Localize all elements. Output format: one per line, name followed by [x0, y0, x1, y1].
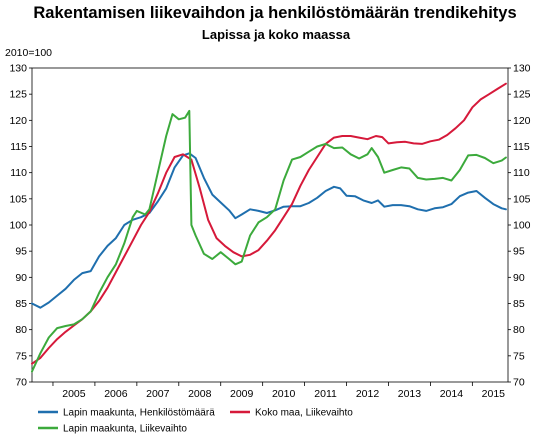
x-tick-label: 2009: [230, 388, 254, 400]
y-tick-label-left: 90: [15, 272, 27, 284]
plot-frame: [31, 67, 509, 383]
y-tick-label-left: 105: [9, 193, 27, 205]
y-tick-label-left: 125: [9, 89, 27, 101]
legend-label-1: Lapin maakunta, Henkilöstömäärä: [63, 408, 215, 419]
x-tick-label: 2014: [440, 388, 464, 400]
y-tick-label-right: 110: [513, 167, 530, 179]
chart-subtitle: Lapissa ja koko maassa: [202, 27, 351, 42]
series-lines: [31, 82, 507, 373]
series-line-2: [31, 82, 507, 365]
x-tick-label: 2007: [146, 388, 170, 400]
y-tick-label-right: 100: [513, 220, 531, 232]
y-tick-label-left: 85: [15, 298, 27, 310]
y-tick-label-right: 115: [513, 141, 530, 153]
legend-label-2: Koko maa, Liikevaihto: [255, 408, 353, 419]
x-tick-label: 2013: [398, 388, 422, 400]
y-tick-label-right: 90: [513, 272, 525, 284]
x-tick-label: 2011: [314, 388, 337, 400]
series-line-1: [31, 152, 507, 309]
y-tick-label-left: 130: [9, 63, 27, 75]
plot-axes: 70 70 75 75 80 80 85 85 90 90 95 95 100 100 105 105 110 1…: [9, 63, 530, 401]
y-tick-label-right: 105: [513, 193, 531, 205]
y-tick-label-right: 75: [513, 350, 525, 362]
chart-title: Rakentamisen liikevaihdon ja henkilöstöm…: [33, 4, 516, 22]
series-line-3: [31, 109, 507, 373]
y-tick-label-right: 85: [513, 298, 525, 310]
x-tick-label: 2008: [188, 388, 212, 400]
y-tick-label-left: 100: [9, 220, 27, 232]
y-tick-label-right: 80: [513, 324, 525, 336]
y-tick-label-left: 80: [15, 324, 27, 336]
y-tick-label-left: 110: [10, 167, 27, 179]
y-tick-label-right: 120: [513, 115, 531, 127]
y-tick-label-right: 70: [513, 377, 525, 389]
y-tick-label-right: 95: [513, 246, 525, 258]
x-tick-label: 2010: [272, 388, 296, 400]
y-unit-label: 2010=100: [5, 47, 52, 59]
y-tick-label-left: 75: [15, 350, 27, 362]
y-tick-label-left: 120: [9, 115, 27, 127]
x-tick-label: 2006: [104, 388, 128, 400]
y-tick-label-right: 130: [513, 63, 531, 75]
y-tick-label-right: 125: [513, 89, 531, 101]
x-tick-label: 2015: [482, 388, 506, 400]
chart-legend: Lapin maakunta, Henkilöstömäärä Koko maa,…: [38, 408, 353, 435]
legend-label-3: Lapin maakunta, Liikevaihto: [63, 424, 187, 435]
y-tick-label-left: 115: [10, 141, 27, 153]
x-tick-label: 2012: [356, 388, 380, 400]
y-tick-label-left: 70: [15, 377, 27, 389]
x-tick-label: 2005: [62, 388, 86, 400]
y-tick-label-left: 95: [15, 246, 27, 258]
